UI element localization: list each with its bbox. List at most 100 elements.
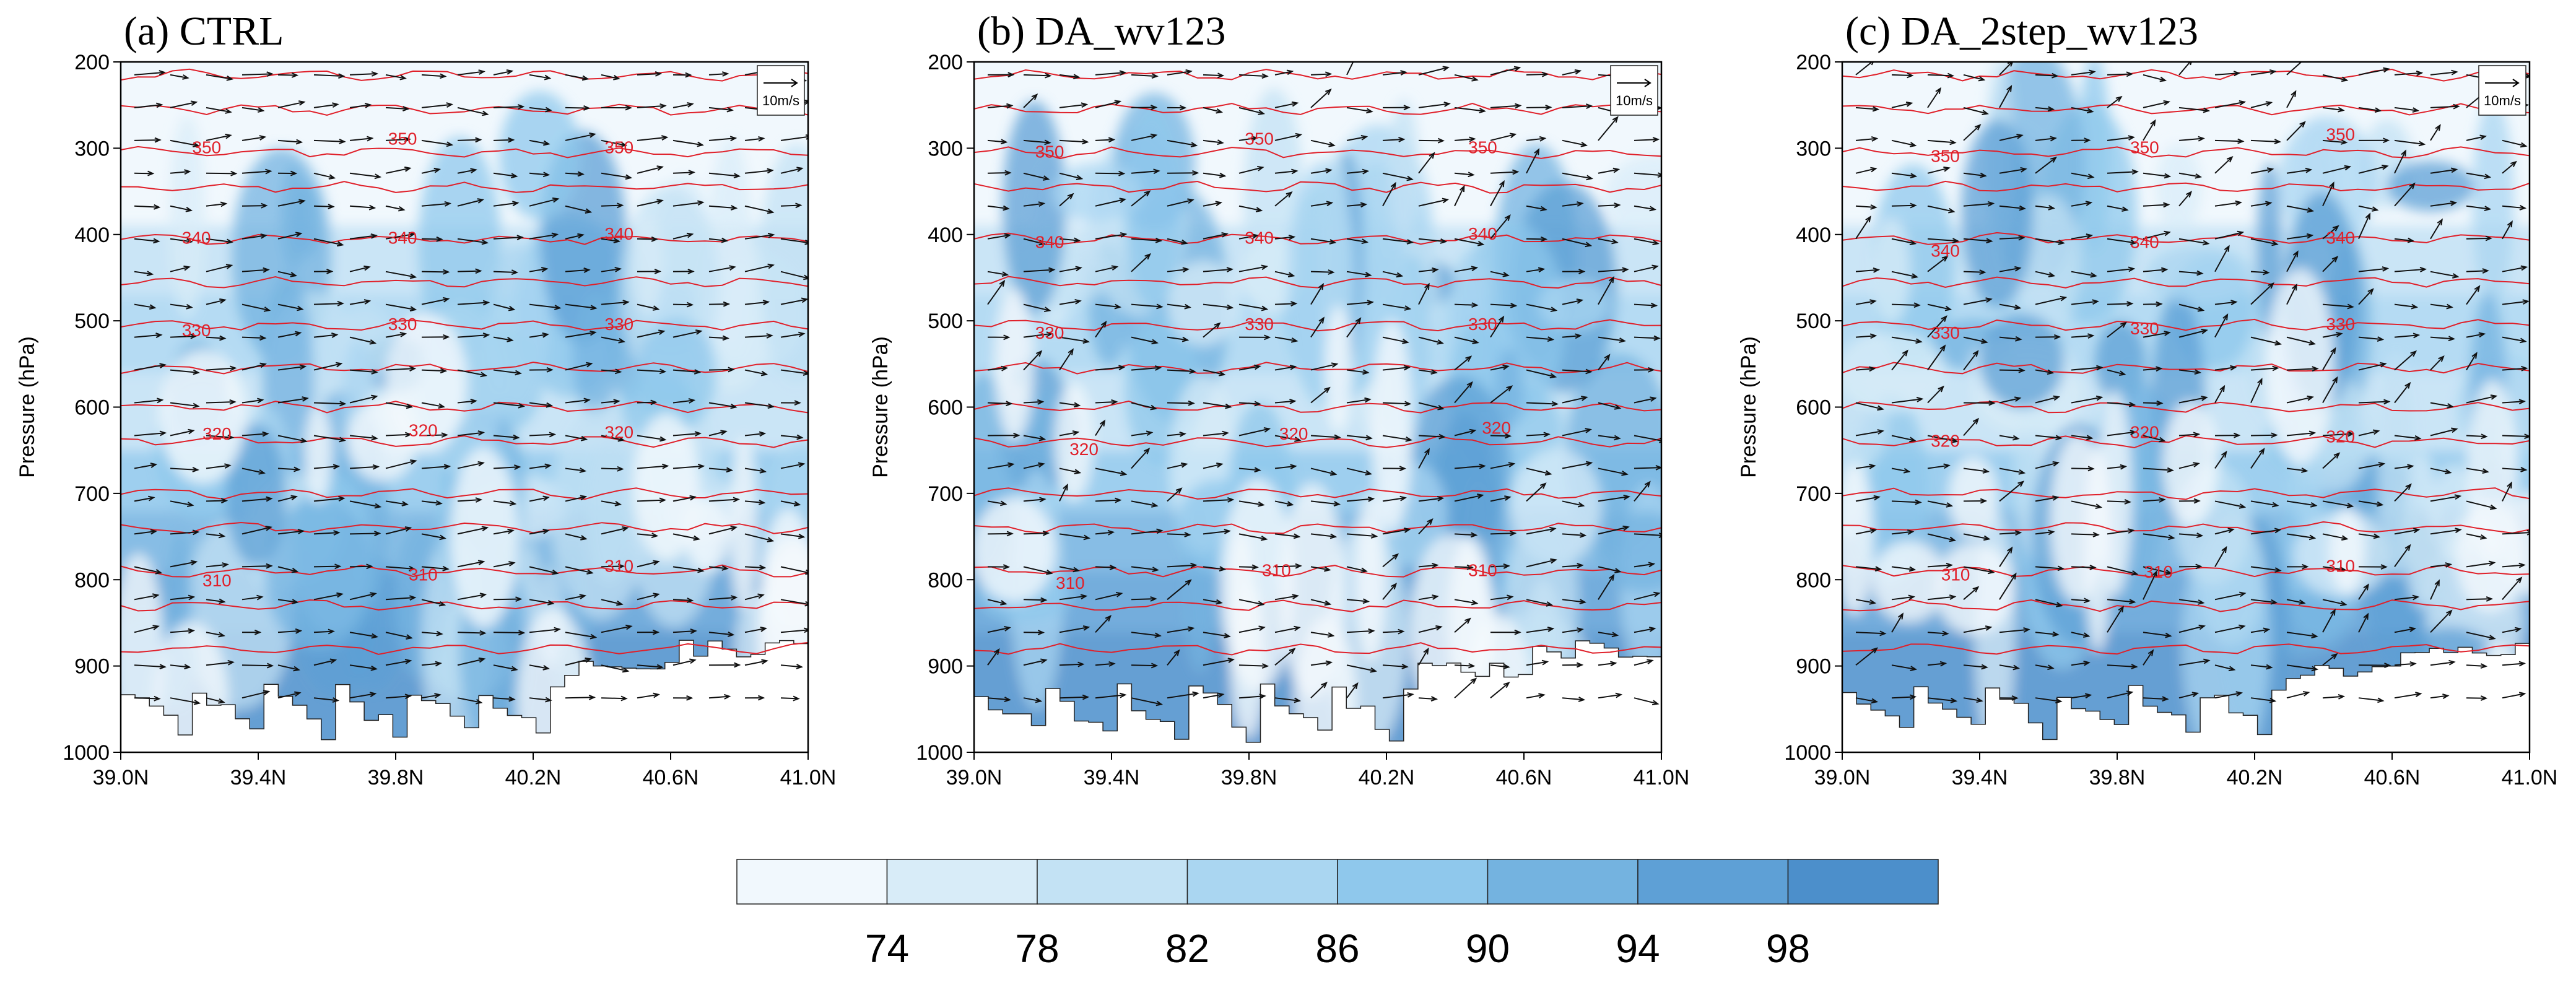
wind-vector-head: [159, 664, 167, 670]
wind-vector: [637, 303, 659, 310]
wind-vector-head: [2377, 336, 2385, 342]
wind-vector: [2035, 435, 2061, 439]
wind-vector: [349, 466, 378, 469]
wind-vector-head: [1290, 301, 1298, 306]
wind-vector: [457, 302, 489, 305]
wind-vector: [2250, 566, 2281, 571]
wind-vector-head: [1150, 404, 1157, 411]
wind-vector-head: [697, 200, 705, 206]
wind-vector: [1526, 528, 1556, 535]
wind-vector-head: [2454, 494, 2462, 500]
wind-vector: [1203, 432, 1228, 437]
wind-vector: [1059, 484, 1068, 502]
wind-vector: [1490, 365, 1508, 371]
wind-vector-head: [331, 332, 339, 338]
wind-vector: [2107, 73, 2132, 76]
wind-vector: [1418, 152, 1435, 174]
wind-vector-head: [436, 236, 443, 242]
wind-vector: [1526, 467, 1551, 475]
wind-vector-head: [1258, 625, 1266, 632]
theta-contour-line: [1842, 146, 2530, 159]
wind-vector: [1346, 683, 1358, 698]
wind-vector-head: [1258, 110, 1265, 115]
wind-vector-head: [1909, 694, 1917, 700]
wind-vector: [1891, 613, 1904, 633]
wind-vector-head: [2482, 468, 2489, 474]
wind-vector-head: [1946, 562, 1954, 568]
wind-vector: [1274, 595, 1298, 601]
wind-vector: [1598, 402, 1621, 409]
wind-vector-head: [1657, 172, 1661, 178]
wind-vector: [744, 500, 764, 504]
wind-vector-head: [1512, 169, 1520, 175]
wind-vector-head: [697, 141, 704, 147]
wind-vector: [1598, 575, 1614, 600]
wind-vector-head: [229, 399, 237, 405]
wind-vector-head: [2407, 237, 2415, 243]
wind-vector-head: [1325, 71, 1333, 77]
wind-vector-head: [622, 526, 629, 532]
wind-vector-head: [2052, 495, 2060, 501]
wind-vector: [2107, 566, 2138, 575]
wind-vector: [708, 695, 729, 699]
theta-label: 350: [388, 129, 417, 148]
wind-vector: [1238, 365, 1260, 371]
wind-vector: [2286, 205, 2313, 212]
wind-vector-head: [1873, 495, 1881, 501]
wind-vector: [1095, 198, 1125, 207]
wind-vector: [134, 205, 159, 208]
wind-vector: [134, 238, 159, 242]
wind-vector-head: [1352, 682, 1359, 689]
wind-vector-head: [2415, 692, 2422, 697]
wind-vector-head: [1214, 322, 1221, 329]
wind-vector-head: [2450, 167, 2458, 173]
wind-vector-head: [2311, 666, 2319, 672]
wind-vector: [601, 400, 619, 404]
wind-vector: [1023, 463, 1044, 469]
wind-vector-head: [186, 502, 194, 507]
wind-vector-head: [659, 368, 667, 375]
wind-vector: [277, 365, 305, 371]
wind-vector: [170, 369, 199, 373]
wind-vector: [2322, 599, 2346, 606]
wind-vector: [2430, 71, 2457, 76]
wind-vector-head: [2167, 467, 2174, 473]
wind-vector-head: [333, 530, 341, 536]
wind-vector: [385, 74, 406, 79]
x-tick-label: 40.2N: [2227, 766, 2283, 789]
wind-vector-head: [193, 699, 201, 705]
wind-vector: [1598, 269, 1628, 272]
theta-label: 330: [182, 321, 211, 340]
wind-vector: [672, 465, 703, 469]
wind-vector: [1927, 697, 1956, 702]
wind-vector: [349, 693, 376, 699]
wind-vector-head: [542, 495, 550, 502]
wind-vector-head: [803, 370, 808, 376]
wind-vector: [1963, 172, 1986, 177]
y-tick-label: 300: [1796, 137, 1831, 160]
wind-vector: [1963, 533, 1990, 540]
wind-vector: [1598, 116, 1618, 141]
wind-vector-head: [2516, 576, 2523, 584]
wind-vector-head: [2525, 73, 2530, 79]
terrain: [121, 640, 808, 752]
wind-vector-head: [1365, 272, 1372, 277]
wind-vector: [1634, 659, 1653, 666]
wind-vector-head: [290, 272, 298, 277]
wind-vector: [672, 233, 693, 240]
wind-vector-head: [1946, 502, 1954, 508]
wind-vector: [1490, 496, 1510, 502]
wind-vector-head: [2484, 173, 2492, 180]
wind-vector-head: [2086, 233, 2094, 239]
wind-vector-head: [1038, 462, 1045, 468]
wind-vector-head: [2445, 562, 2453, 568]
theta-label: 340: [1468, 224, 1497, 243]
wind-vector: [1131, 191, 1151, 207]
wind-vector-head: [1260, 535, 1268, 541]
wind-vector: [780, 271, 808, 279]
wind-vector: [1490, 463, 1514, 469]
wind-vector-head: [295, 232, 303, 238]
humidity-blob: [2156, 144, 2201, 233]
wind-vector: [2143, 632, 2171, 637]
wind-vector: [2358, 336, 2383, 341]
